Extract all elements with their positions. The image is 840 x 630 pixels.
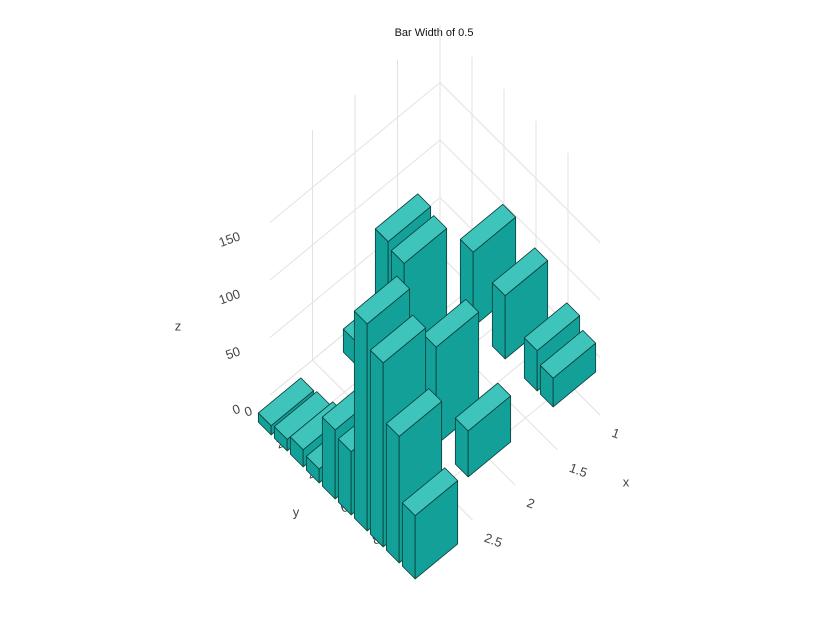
chart-title: Bar Width of 0.5 bbox=[395, 27, 474, 39]
bar-top bbox=[385, 388, 443, 437]
bar-top bbox=[273, 391, 331, 440]
x-tick-label: 2.5 bbox=[482, 530, 504, 550]
z-axis-title: z bbox=[175, 319, 182, 334]
bar-top bbox=[353, 275, 411, 325]
bar bbox=[401, 467, 459, 580]
bar-side bbox=[321, 416, 336, 500]
bar-top bbox=[454, 382, 512, 432]
bar bbox=[454, 382, 512, 478]
x-tick-label: 1.5 bbox=[567, 460, 589, 480]
bar-top bbox=[491, 247, 549, 297]
x-tick-label: 1 bbox=[610, 425, 622, 442]
bar bbox=[539, 329, 597, 408]
x-tick-label: 2 bbox=[525, 495, 537, 512]
bar-side bbox=[369, 349, 384, 548]
grid-line bbox=[439, 82, 601, 243]
bar-top bbox=[422, 298, 480, 348]
y-axis-title: y bbox=[293, 504, 300, 519]
bar-top bbox=[369, 314, 427, 364]
bar-top bbox=[390, 215, 448, 264]
bar-top bbox=[401, 467, 459, 517]
x-axis-title: x bbox=[623, 474, 630, 489]
z-tick-label: 50 bbox=[223, 343, 242, 362]
bar-top bbox=[523, 302, 581, 352]
bar-top bbox=[374, 193, 432, 243]
bar-top bbox=[459, 203, 517, 253]
bar bbox=[491, 247, 549, 360]
bar-side bbox=[353, 310, 368, 532]
bar-top bbox=[539, 329, 597, 379]
z-tick-label: 150 bbox=[217, 228, 243, 250]
z-tick-label: 0 bbox=[230, 401, 242, 418]
bar bbox=[385, 388, 443, 564]
y-tick-label: 0 bbox=[242, 403, 254, 420]
grid-line bbox=[439, 139, 601, 301]
z-tick-label: 100 bbox=[217, 286, 243, 308]
bar-top bbox=[257, 377, 315, 427]
bar-side bbox=[385, 423, 400, 564]
